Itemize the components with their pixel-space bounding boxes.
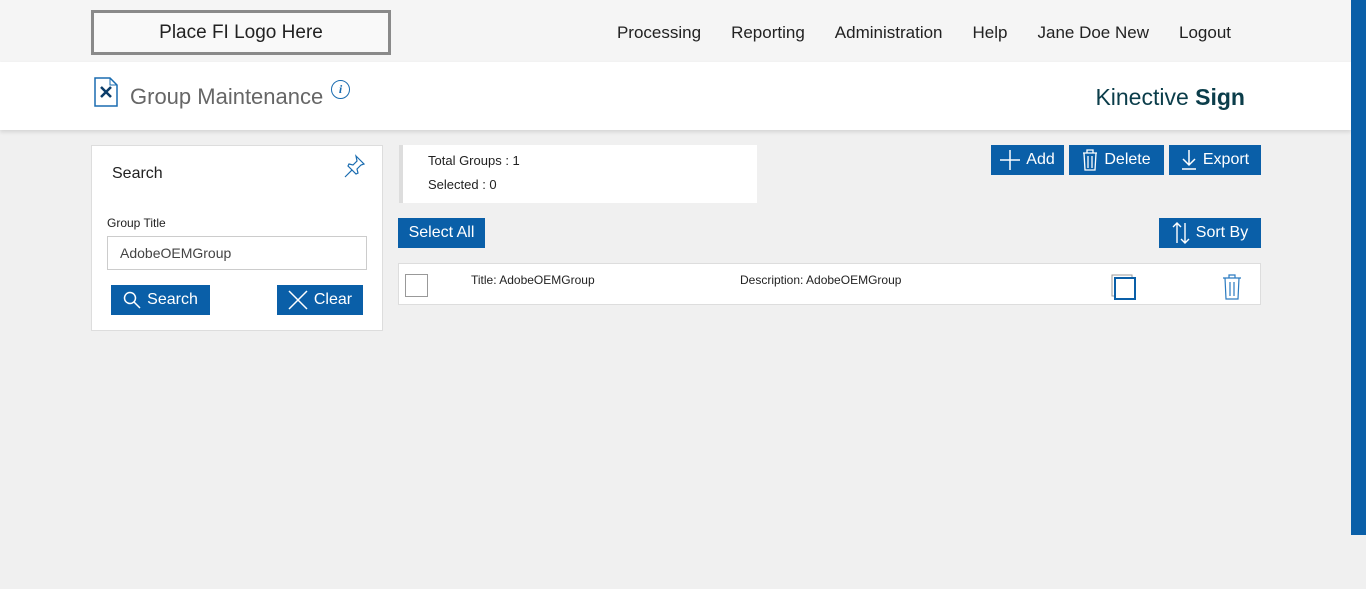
nav-user[interactable]: Jane Doe New xyxy=(1037,23,1149,42)
page-title: Group Maintenance xyxy=(130,84,324,109)
copy-icon[interactable] xyxy=(1111,274,1137,300)
total-groups: Total Groups : 1 xyxy=(428,153,520,168)
export-button[interactable]: Export xyxy=(1169,145,1261,175)
main-nav: Processing Reporting Administration Help… xyxy=(617,23,1231,43)
document-tools-icon xyxy=(94,77,118,107)
search-button[interactable]: Search xyxy=(111,285,210,315)
brand-name: Kinective Sign xyxy=(1095,84,1245,110)
download-icon xyxy=(1181,150,1196,170)
select-all-button[interactable]: Select All xyxy=(398,218,485,248)
group-title-label: Group Title xyxy=(107,216,166,230)
selected-count: Selected : 0 xyxy=(428,177,497,192)
close-icon xyxy=(288,290,308,310)
row-description: Description: AdobeOEMGroup xyxy=(740,273,902,287)
trash-icon xyxy=(1083,149,1098,171)
page-header: Group Maintenance i Kinective Sign xyxy=(0,62,1351,130)
sort-by-button[interactable]: Sort By xyxy=(1159,218,1261,248)
info-icon[interactable]: i xyxy=(331,80,350,99)
row-title: Title: AdobeOEMGroup xyxy=(471,273,595,287)
trash-icon[interactable] xyxy=(1222,274,1242,300)
add-button[interactable]: Add xyxy=(991,145,1064,175)
table-row: Title: AdobeOEMGroup Description: AdobeO… xyxy=(398,263,1261,305)
sort-icon xyxy=(1172,222,1190,244)
logo: Place FI Logo Here xyxy=(91,10,391,55)
group-title-input[interactable] xyxy=(107,236,367,270)
pin-icon[interactable] xyxy=(342,154,366,178)
plus-icon xyxy=(1000,150,1021,170)
nav-logout[interactable]: Logout xyxy=(1179,23,1231,42)
nav-processing[interactable]: Processing xyxy=(616,23,702,42)
delete-button[interactable]: Delete xyxy=(1069,145,1164,175)
top-bar: Place FI Logo Here Processing Reporting … xyxy=(0,0,1351,62)
scrollbar[interactable] xyxy=(1351,0,1366,535)
row-checkbox[interactable] xyxy=(405,274,428,297)
search-icon xyxy=(123,291,141,309)
nav-reporting[interactable]: Reporting xyxy=(731,23,805,42)
clear-button[interactable]: Clear xyxy=(277,285,363,315)
nav-help[interactable]: Help xyxy=(972,23,1008,42)
nav-administration[interactable]: Administration xyxy=(834,23,943,42)
group-stats: Total Groups : 1 Selected : 0 xyxy=(399,145,757,203)
search-panel: Search Group Title Search Clear xyxy=(91,145,383,331)
search-heading: Search xyxy=(112,165,163,182)
